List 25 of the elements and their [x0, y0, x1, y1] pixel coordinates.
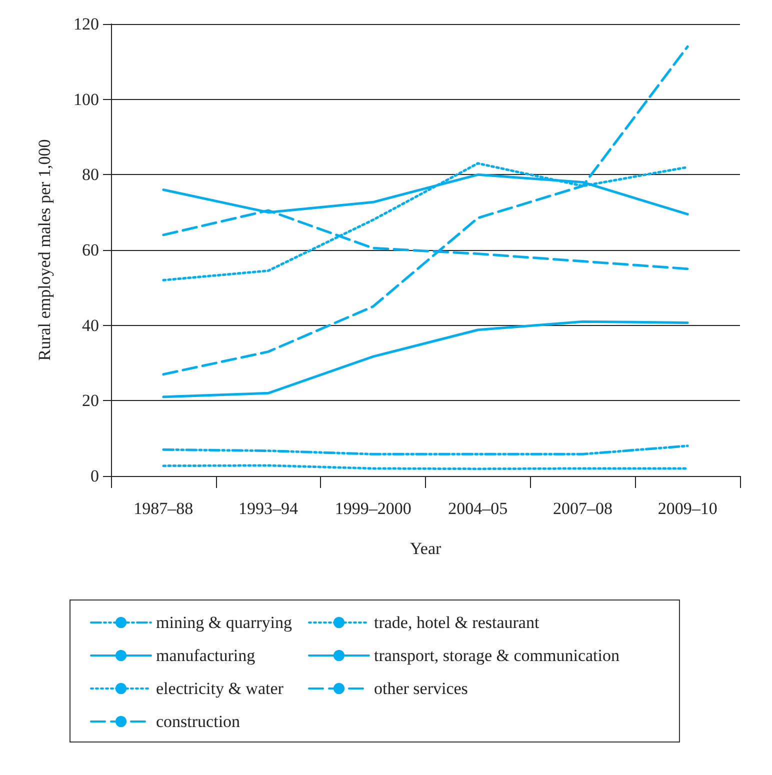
- x-tick-label: 2004–05: [448, 499, 508, 518]
- y-tick-label: 100: [74, 90, 99, 109]
- x-tick-label: 2007–08: [553, 499, 612, 518]
- legend-label: other services: [374, 679, 468, 698]
- x-tick-label: 1999–2000: [334, 499, 412, 518]
- legend-label: mining & quarrying: [156, 613, 292, 632]
- y-axis-title: Rural employed males per 1,000: [35, 139, 54, 361]
- x-tick-label: 1987–88: [134, 499, 194, 518]
- legend-label: construction: [156, 712, 241, 731]
- legend-label: trade, hotel & restaurant: [374, 613, 540, 632]
- legend-label: electricity & water: [156, 679, 284, 698]
- y-tick-label: 40: [82, 316, 99, 335]
- y-tick-label: 0: [90, 466, 99, 486]
- y-tick-label: 120: [74, 14, 99, 34]
- legend-label: transport, storage & communication: [374, 646, 620, 665]
- y-tick-label: 60: [82, 240, 99, 260]
- x-tick-label: 2009–10: [658, 499, 718, 518]
- x-axis-title: Year: [410, 539, 442, 558]
- y-tick-label: 80: [82, 165, 99, 184]
- x-tick-label: 1993–94: [238, 499, 298, 518]
- line-series: [162, 45, 689, 376]
- y-tick-label: 20: [82, 391, 99, 410]
- line-series: [162, 320, 689, 398]
- legend-label: manufacturing: [156, 646, 256, 665]
- line-series: [162, 444, 689, 456]
